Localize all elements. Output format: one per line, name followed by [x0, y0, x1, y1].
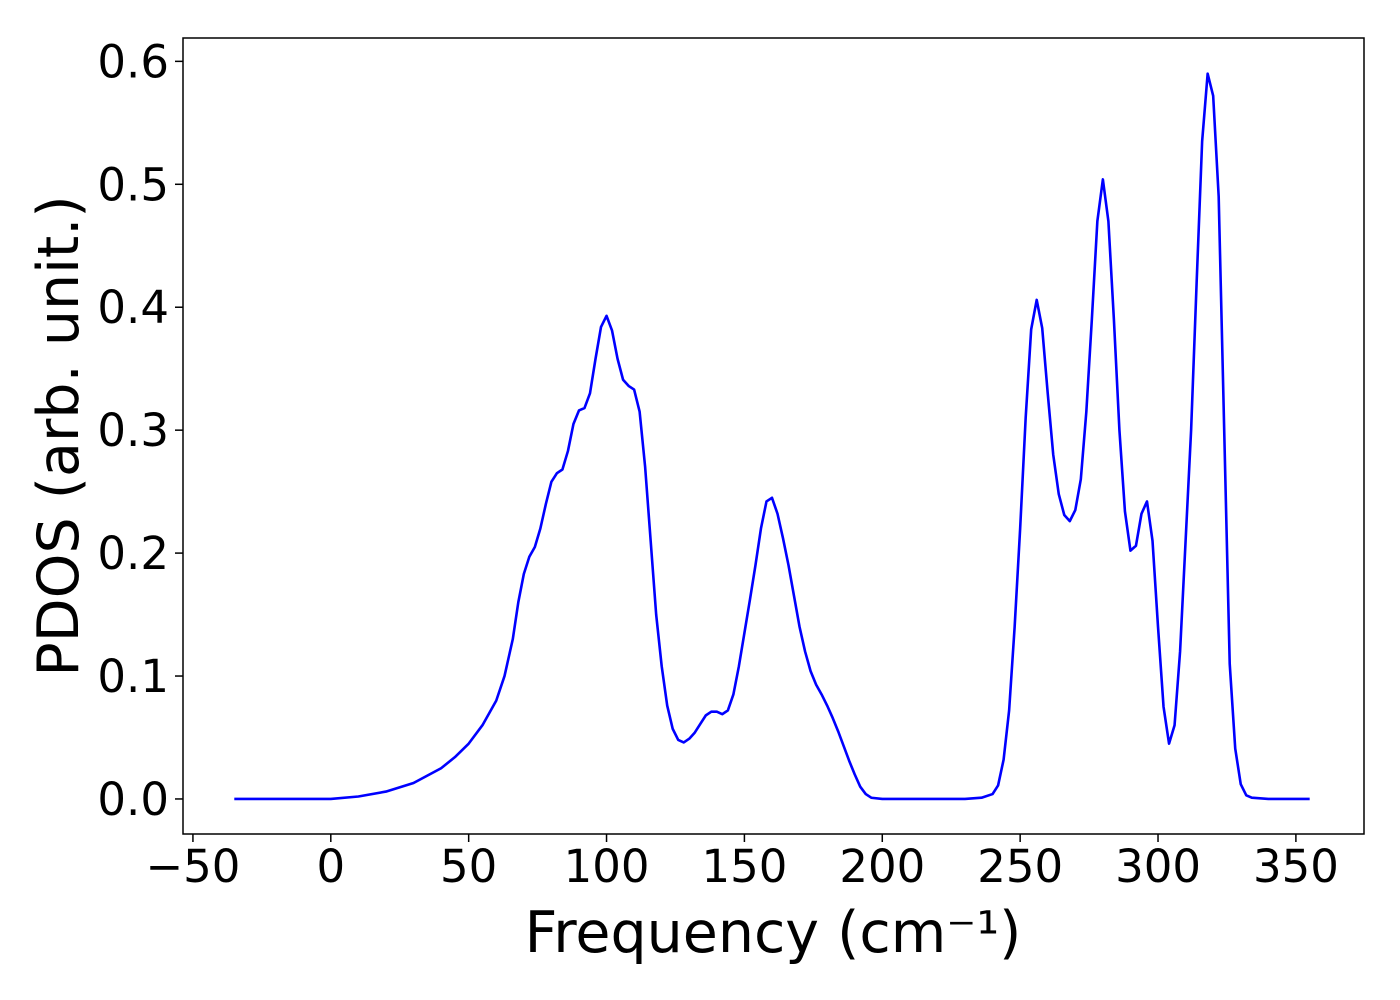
y-tick-label: 0.0: [97, 773, 169, 826]
x-tick-label: 100: [564, 840, 650, 893]
x-axis-label: Frequency (cm⁻¹): [525, 900, 1022, 966]
x-tick-label: 200: [839, 840, 925, 893]
y-tick-label: 0.1: [97, 650, 169, 703]
x-tick-label: 250: [977, 840, 1063, 893]
y-axis-label: PDOS (arb. unit.): [26, 195, 92, 676]
y-tick-label: 0.2: [97, 527, 169, 580]
y-tick-label: 0.6: [97, 35, 169, 88]
x-tick-label: 0: [316, 840, 345, 893]
plot-frame: [182, 37, 1365, 835]
line: [234, 72, 1310, 801]
y-tick-label: 0.4: [97, 281, 169, 334]
y-tick-label: 0.3: [97, 404, 169, 457]
x-tick-label: −50: [145, 840, 240, 893]
x-tick-label: 300: [1115, 840, 1201, 893]
x-tick-label: 150: [701, 840, 787, 893]
y-tick-label: 0.5: [97, 158, 169, 211]
x-tick-label: 350: [1253, 840, 1339, 893]
x-tick-label: 50: [440, 840, 497, 893]
